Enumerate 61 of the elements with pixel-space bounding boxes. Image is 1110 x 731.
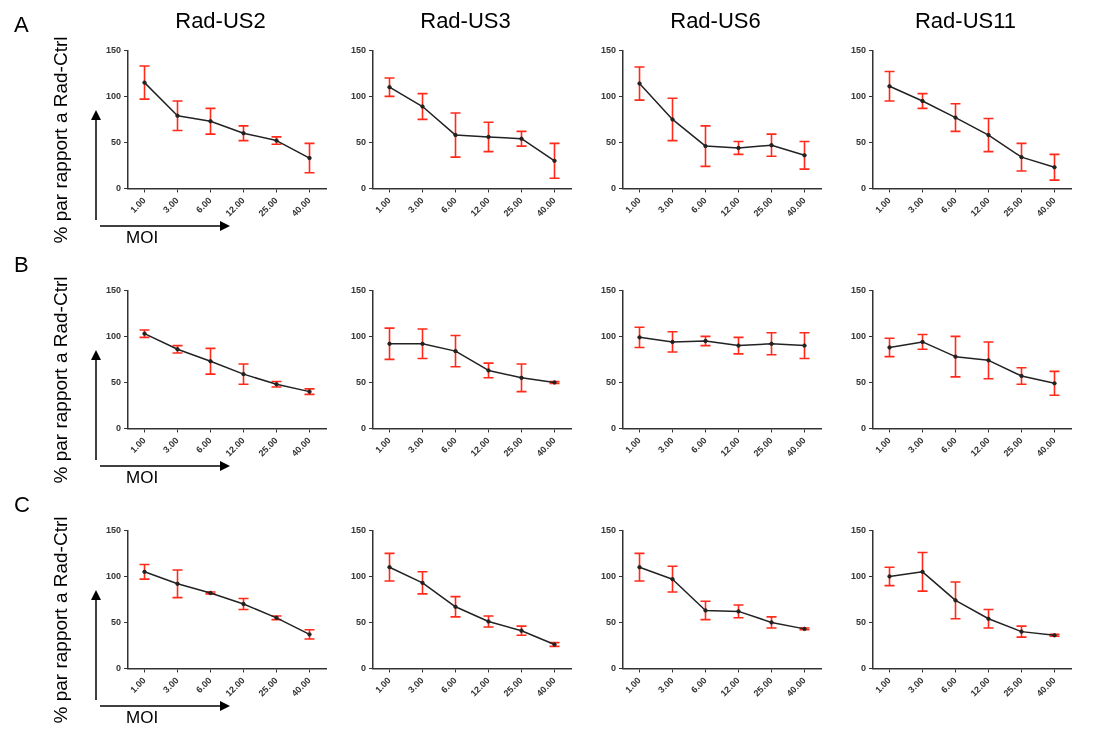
y-tick-label: 0 bbox=[116, 182, 122, 193]
y-tick-label: 0 bbox=[611, 662, 617, 673]
y-tick-label: 0 bbox=[361, 182, 367, 193]
y-tick-label: 50 bbox=[856, 136, 867, 147]
x-axis-title: MOI bbox=[126, 468, 159, 488]
y-tick-label: 0 bbox=[861, 662, 867, 673]
y-tick-label: 50 bbox=[111, 616, 122, 627]
text: C bbox=[14, 492, 30, 518]
y-tick-label: 50 bbox=[356, 376, 367, 387]
y-tick-label: 0 bbox=[861, 422, 867, 433]
x-axis-title: MOI bbox=[126, 228, 159, 248]
y-tick-label: 50 bbox=[856, 376, 867, 387]
y-tick-label: 50 bbox=[111, 376, 122, 387]
y-axis-title: % par rapport a Rad-Ctrl bbox=[50, 35, 72, 246]
chart-title: Rad-US2 bbox=[174, 8, 267, 35]
y-tick-label: 100 bbox=[105, 330, 122, 341]
y-tick-label: 100 bbox=[600, 90, 617, 101]
y-tick-label: 50 bbox=[606, 136, 617, 147]
y-tick-label: 0 bbox=[361, 662, 367, 673]
y-tick-label: 150 bbox=[350, 284, 367, 295]
y-tick-label: 50 bbox=[356, 616, 367, 627]
y-tick-label: 150 bbox=[105, 44, 122, 55]
y-tick-label: 150 bbox=[600, 44, 617, 55]
y-axis-title: % par rapport a Rad-Ctrl bbox=[50, 515, 72, 726]
chart-title: Rad-US11 bbox=[913, 8, 1018, 35]
y-tick-label: 150 bbox=[350, 524, 367, 535]
y-tick-label: 150 bbox=[350, 44, 367, 55]
y-tick-label: 50 bbox=[606, 616, 617, 627]
y-tick-label: 0 bbox=[116, 662, 122, 673]
y-tick-label: 100 bbox=[600, 570, 617, 581]
y-tick-label: 150 bbox=[850, 44, 867, 55]
y-tick-label: 100 bbox=[105, 90, 122, 101]
y-tick-label: 0 bbox=[116, 422, 122, 433]
y-tick-label: 50 bbox=[111, 136, 122, 147]
y-tick-label: 150 bbox=[600, 524, 617, 535]
y-tick-label: 0 bbox=[861, 182, 867, 193]
y-tick-label: 100 bbox=[350, 90, 367, 101]
y-tick-label: 100 bbox=[600, 330, 617, 341]
y-tick-label: 150 bbox=[600, 284, 617, 295]
y-tick-label: 100 bbox=[350, 330, 367, 341]
y-tick-label: 50 bbox=[606, 376, 617, 387]
y-tick-label: 50 bbox=[356, 136, 367, 147]
y-tick-label: 100 bbox=[350, 570, 367, 581]
y-tick-label: 100 bbox=[850, 90, 867, 101]
y-tick-label: 100 bbox=[850, 330, 867, 341]
y-tick-label: 150 bbox=[105, 284, 122, 295]
y-axis-title: % par rapport a Rad-Ctrl bbox=[50, 275, 72, 486]
chart-title: Rad-US6 bbox=[669, 8, 762, 35]
y-tick-label: 100 bbox=[850, 570, 867, 581]
y-tick-label: 150 bbox=[105, 524, 122, 535]
y-tick-label: 50 bbox=[856, 616, 867, 627]
y-tick-label: 0 bbox=[611, 182, 617, 193]
chart-title: Rad-US3 bbox=[419, 8, 512, 35]
x-axis-title: MOI bbox=[126, 708, 159, 728]
y-tick-label: 0 bbox=[611, 422, 617, 433]
text: A bbox=[14, 12, 29, 38]
y-tick-label: 150 bbox=[850, 284, 867, 295]
y-tick-label: 0 bbox=[361, 422, 367, 433]
y-tick-label: 100 bbox=[105, 570, 122, 581]
y-tick-label: 150 bbox=[850, 524, 867, 535]
text: B bbox=[14, 252, 29, 278]
